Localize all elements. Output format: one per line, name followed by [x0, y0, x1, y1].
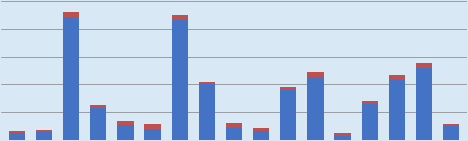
Bar [280, 90, 296, 140]
Bar [416, 63, 432, 68]
Bar [334, 133, 351, 136]
Bar [9, 131, 25, 133]
Bar [199, 84, 215, 140]
Bar [117, 121, 134, 125]
Bar [63, 12, 80, 17]
Bar [36, 132, 52, 140]
Bar [253, 128, 269, 131]
Bar [253, 131, 269, 140]
Bar [388, 80, 405, 140]
Bar [307, 72, 323, 78]
Bar [90, 105, 107, 108]
Bar [307, 78, 323, 140]
Bar [280, 87, 296, 90]
Bar [361, 101, 378, 104]
Bar [443, 126, 459, 140]
Bar [416, 68, 432, 140]
Bar [361, 104, 378, 140]
Bar [90, 108, 107, 140]
Bar [117, 125, 134, 140]
Bar [172, 15, 188, 20]
Bar [226, 123, 242, 128]
Bar [226, 128, 242, 140]
Bar [145, 129, 161, 140]
Bar [36, 130, 52, 132]
Bar [199, 82, 215, 84]
Bar [443, 124, 459, 126]
Bar [334, 136, 351, 140]
Bar [9, 133, 25, 140]
Bar [145, 124, 161, 129]
Bar [388, 75, 405, 80]
Bar [172, 20, 188, 140]
Bar [63, 17, 80, 140]
